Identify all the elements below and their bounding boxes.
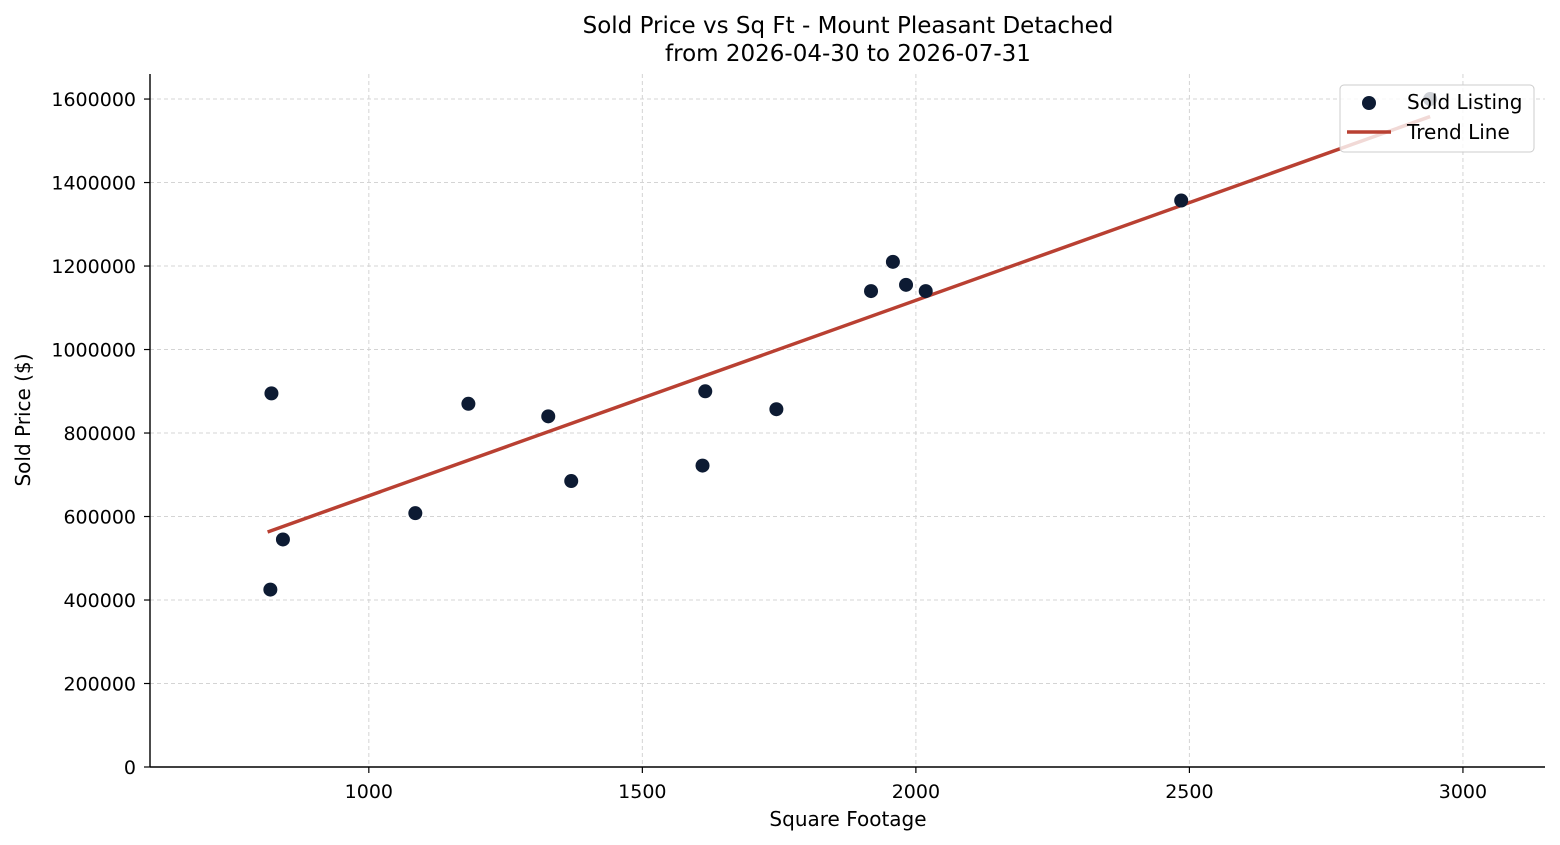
y-tick-label: 1000000 xyxy=(51,340,136,362)
x-axis-label: Square Footage xyxy=(769,807,926,831)
y-tick-label: 400000 xyxy=(63,590,136,612)
data-point xyxy=(1174,193,1189,208)
y-tick-label: 200000 xyxy=(63,674,136,696)
x-tick-label: 3000 xyxy=(1439,781,1487,803)
legend: Sold Listing Trend Line xyxy=(1339,84,1535,153)
data-point xyxy=(263,582,278,597)
legend-box xyxy=(1339,84,1535,153)
data-point xyxy=(275,532,290,547)
y-tick-label: 600000 xyxy=(63,507,136,529)
y-tick-label: 1200000 xyxy=(51,256,136,278)
legend-label-sold-listing: Sold Listing xyxy=(1407,90,1522,114)
y-tick-label: 1400000 xyxy=(51,173,136,195)
x-tick-label: 2000 xyxy=(892,781,940,803)
data-point xyxy=(899,277,914,292)
scatter-points xyxy=(263,92,1438,597)
y-tick-label: 0 xyxy=(124,757,136,779)
x-tick-label: 1500 xyxy=(618,781,666,803)
chart-subtitle: from 2026-04-30 to 2026-07-31 xyxy=(665,41,1031,67)
y-axis-label: Sold Price ($) xyxy=(11,353,35,486)
y-tick-label: 800000 xyxy=(63,423,136,445)
trend-line xyxy=(267,114,1431,534)
legend-label-trend-line: Trend Line xyxy=(1406,120,1510,144)
data-point xyxy=(864,284,879,299)
data-point xyxy=(698,384,713,399)
x-tick-label: 2500 xyxy=(1165,781,1213,803)
legend-marker-sold-listing xyxy=(1362,96,1376,110)
data-point xyxy=(541,409,556,424)
x-tick-label: 1000 xyxy=(345,781,393,803)
data-point xyxy=(408,506,423,521)
data-point xyxy=(461,396,476,411)
y-tick-label: 1600000 xyxy=(51,89,136,111)
data-point xyxy=(918,284,933,299)
trend-line-layer xyxy=(267,114,1431,534)
chart-title: Sold Price vs Sq Ft - Mount Pleasant Det… xyxy=(583,13,1114,39)
data-point xyxy=(264,386,279,401)
grid-lines xyxy=(150,74,1545,767)
tick-labels: 1000 1500 2000 2500 3000 0 200000 400000 600000 8… xyxy=(51,89,1487,803)
axes xyxy=(149,74,1545,768)
data-point xyxy=(564,474,579,489)
data-point xyxy=(695,458,710,473)
data-point xyxy=(769,402,784,417)
data-point xyxy=(885,254,900,269)
